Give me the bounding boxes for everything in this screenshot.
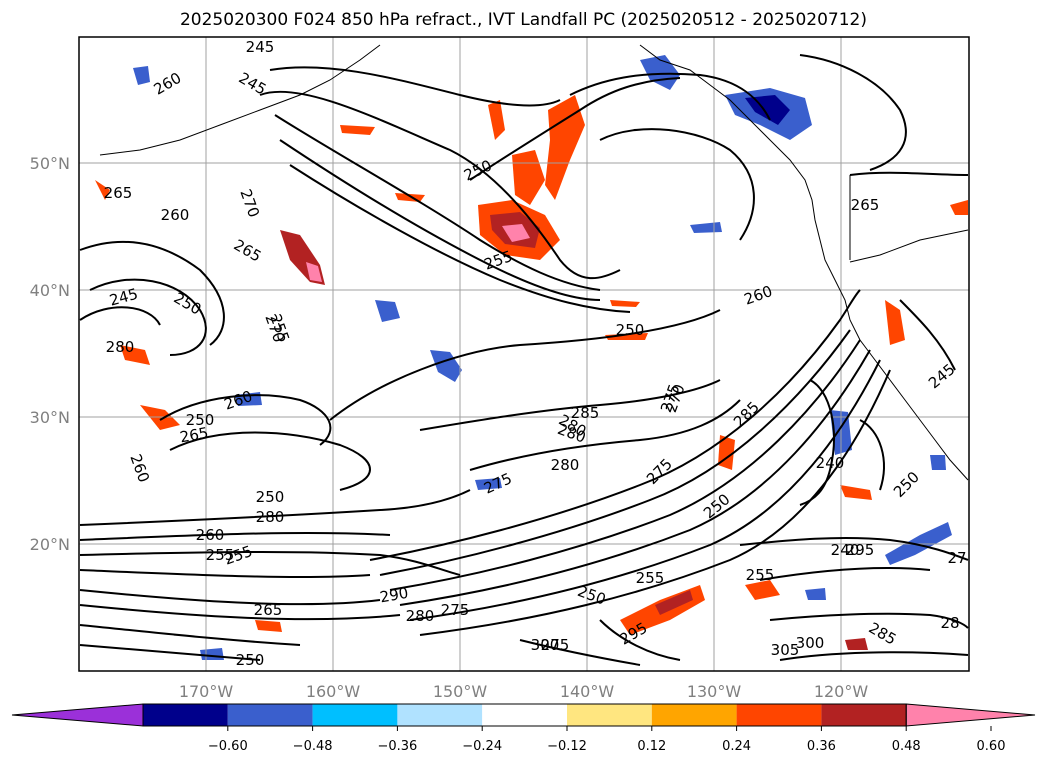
contour-label: 245 xyxy=(246,38,275,56)
contour-label: 300 xyxy=(796,634,825,652)
lat-label-50n: 50°N xyxy=(30,154,70,173)
contour-label: 250 xyxy=(616,321,645,339)
contour-label: 275 xyxy=(441,601,470,619)
colorbar-swatch xyxy=(227,704,313,726)
coastlines xyxy=(99,44,969,481)
contour-label: 285 xyxy=(571,404,600,422)
contour-label: 290 xyxy=(378,584,409,607)
contour-label: 255 xyxy=(206,546,235,564)
map-frame xyxy=(78,36,970,672)
lat-label-20n: 20°N xyxy=(30,535,70,554)
colorbar-tick-label: −0.60 xyxy=(208,739,248,754)
contour-label: 250 xyxy=(256,488,285,506)
contour-label: 265 xyxy=(254,601,283,619)
contour-label: 250 xyxy=(236,651,265,669)
map-title: 2025020300 F024 850 hPa refract., IVT La… xyxy=(179,10,867,30)
contour-label: 240 xyxy=(831,541,860,559)
colorbar-swatch xyxy=(567,704,652,726)
contour-label: 275 xyxy=(541,636,570,654)
contour-label: 250 xyxy=(186,411,215,429)
colorbar-swatch xyxy=(143,704,228,726)
colorbar-swatch xyxy=(482,704,567,726)
colorbar-swatch xyxy=(397,704,483,726)
contour-label: 27 xyxy=(947,549,966,567)
colorbar-frame xyxy=(142,703,907,727)
lon-label-120w: 120°W xyxy=(814,682,869,701)
contour-label: 260 xyxy=(196,526,225,544)
map-panel xyxy=(78,36,970,672)
colorbar-swatch xyxy=(821,704,907,726)
colorbar-tick-label: 0.36 xyxy=(807,739,836,754)
lon-label-160w: 160°W xyxy=(306,682,361,701)
colorbar-tick-label: −0.48 xyxy=(293,739,333,754)
contour-label: 280 xyxy=(106,338,135,356)
contour-label: 265 xyxy=(178,424,209,447)
contour-label: 280 xyxy=(256,508,285,526)
contour-label: 255 xyxy=(636,569,665,587)
refractivity-contours xyxy=(79,54,969,666)
lat-axis-labels: 50°N 40°N 30°N 20°N xyxy=(30,154,70,554)
lat-label-40n: 40°N xyxy=(30,281,70,300)
contour-label: 255 xyxy=(746,566,775,584)
lon-label-170w: 170°W xyxy=(179,682,234,701)
lon-label-130w: 130°W xyxy=(687,682,742,701)
contour-label: 300 xyxy=(531,636,560,654)
colorbar-extend-high xyxy=(905,703,1036,727)
contour-label: 280 xyxy=(551,456,580,474)
lon-axis-labels: 170°W 160°W 150°W 140°W 130°W 120°W xyxy=(179,682,869,701)
colorbar-tick-label: 0.24 xyxy=(722,739,751,754)
contour-label: 305 xyxy=(771,641,800,659)
lat-label-30n: 30°N xyxy=(30,408,70,427)
contour-label: 28 xyxy=(940,614,959,632)
colorbar-swatch xyxy=(736,704,822,726)
lon-label-150w: 150°W xyxy=(433,682,488,701)
colorbar: −0.60 −0.48 −0.36 −0.24 −0.12 0.12 0.24 0.36 0.4… xyxy=(11,703,1036,754)
contour-label: 265 xyxy=(851,196,880,214)
colorbar-tick-label: −0.36 xyxy=(377,739,417,754)
colorbar-tick-label: 0.60 xyxy=(977,739,1006,754)
contour-label: 260 xyxy=(161,206,190,224)
colorbar-tick-label: 0.12 xyxy=(637,739,666,754)
lon-label-140w: 140°W xyxy=(560,682,615,701)
contour-label: 280 xyxy=(406,607,435,625)
colorbar-extend-low xyxy=(11,703,144,727)
contour-label: 265 xyxy=(104,184,133,202)
contour-label: 295 xyxy=(846,541,875,559)
colorbar-tick-label: 0.48 xyxy=(892,739,921,754)
colorbar-tick-label: −0.12 xyxy=(547,739,587,754)
colorbar-tick-label: −0.24 xyxy=(462,739,502,754)
colorbar-swatch xyxy=(651,704,737,726)
contour-label: 240 xyxy=(816,454,845,472)
colorbar-swatch xyxy=(312,704,398,726)
